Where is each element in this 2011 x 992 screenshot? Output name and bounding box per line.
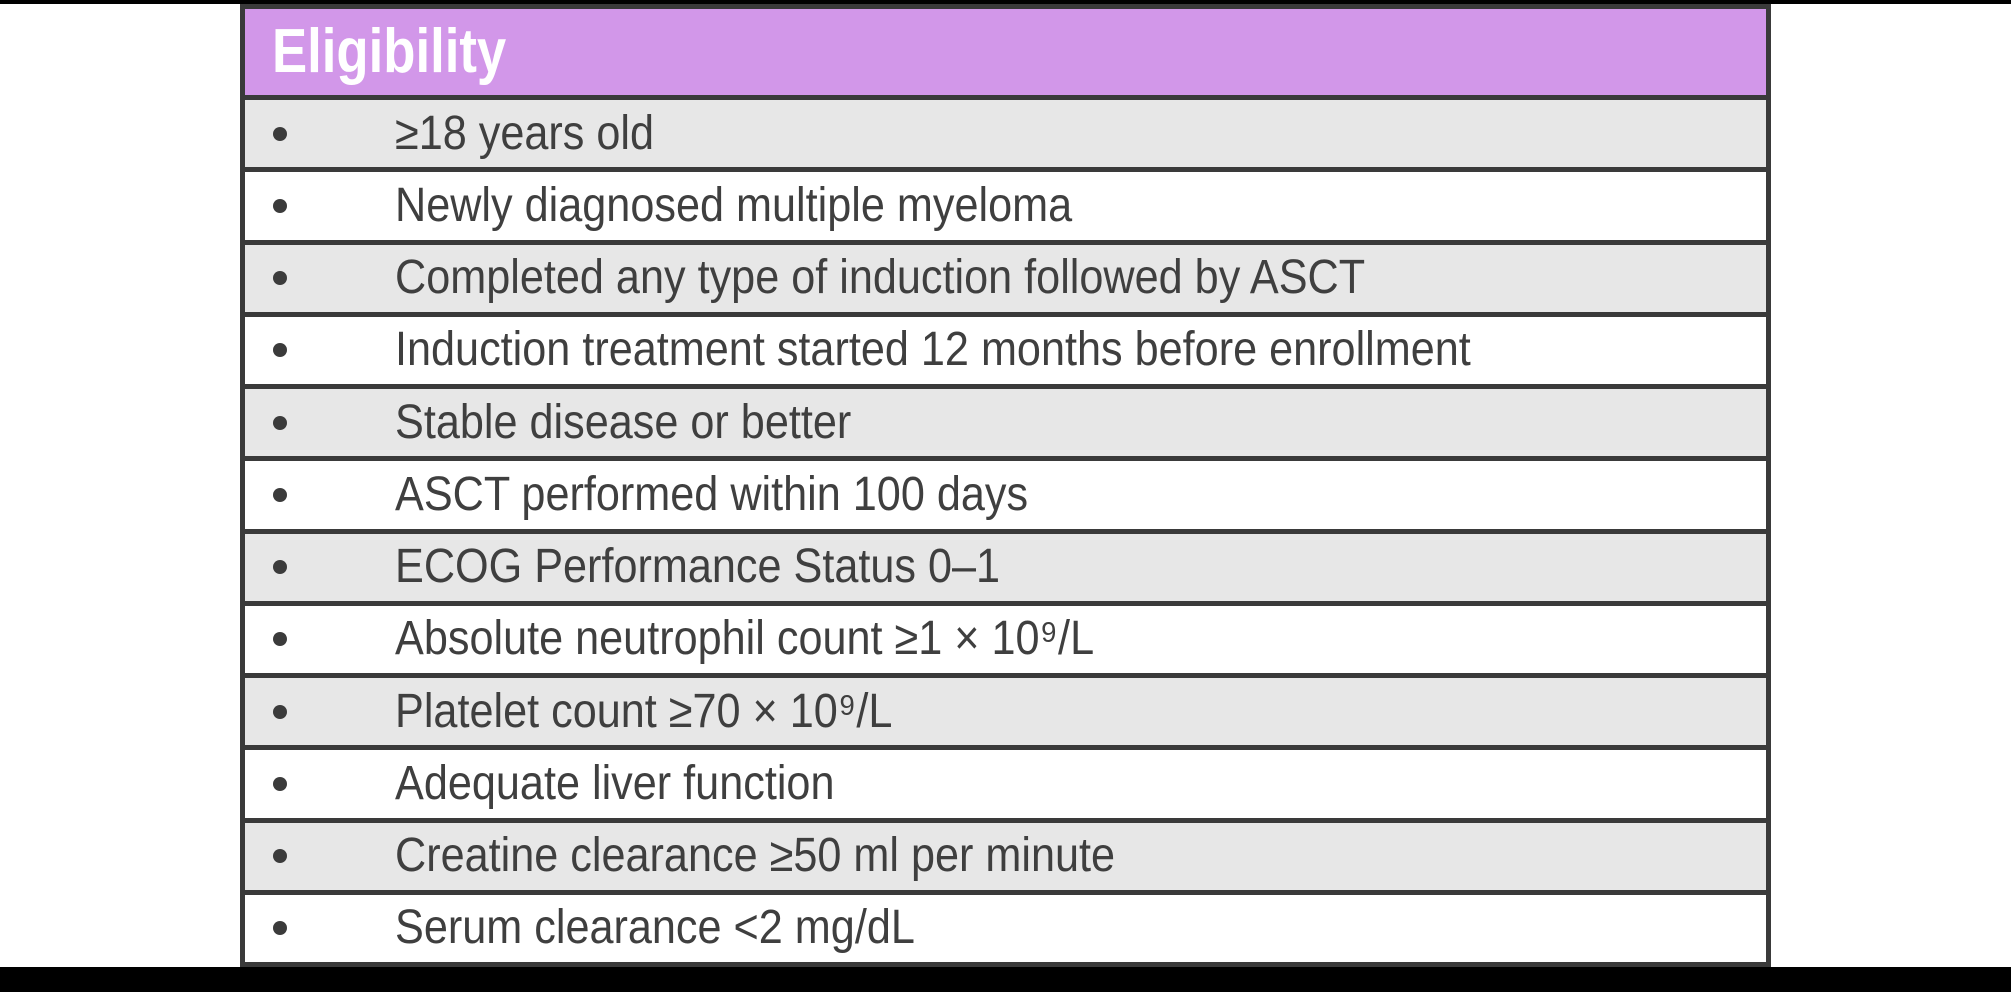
table-row: ≥18 years old bbox=[245, 95, 1766, 168]
bullet-icon bbox=[273, 343, 287, 358]
table-row: Creatine clearance ≥50 ml per minute bbox=[245, 817, 1766, 890]
row-label: Platelet count ≥70 × 10⁹/L bbox=[395, 684, 893, 738]
table-row: ECOG Performance Status 0–1 bbox=[245, 528, 1766, 601]
table-row: Adequate liver function bbox=[245, 745, 1766, 818]
row-label: Creatine clearance ≥50 ml per minute bbox=[395, 829, 1116, 883]
bullet-icon bbox=[273, 487, 287, 502]
table-row: Absolute neutrophil count ≥1 × 10⁹/L bbox=[245, 600, 1766, 673]
row-label: Serum clearance <2 mg/dL bbox=[395, 901, 915, 955]
bullet-icon bbox=[273, 560, 287, 575]
row-label: Adequate liver function bbox=[395, 756, 835, 810]
row-label: ECOG Performance Status 0–1 bbox=[395, 540, 1001, 594]
row-label: Stable disease or better bbox=[395, 395, 852, 449]
row-label: ASCT performed within 100 days bbox=[395, 467, 1029, 521]
row-label: Newly diagnosed multiple myeloma bbox=[395, 178, 1073, 232]
top-border-strip bbox=[0, 0, 2011, 4]
table-title: Eligibility bbox=[272, 17, 507, 86]
bottom-border-bar bbox=[0, 967, 2011, 992]
table-row: Serum clearance <2 mg/dL bbox=[245, 889, 1766, 962]
table-header: Eligibility bbox=[245, 9, 1766, 95]
table-body: ≥18 years old Newly diagnosed multiple m… bbox=[245, 95, 1766, 962]
table-row: Newly diagnosed multiple myeloma bbox=[245, 167, 1766, 240]
bullet-icon bbox=[273, 198, 287, 213]
table-row: Stable disease or better bbox=[245, 384, 1766, 457]
bullet-icon bbox=[273, 632, 287, 647]
bullet-icon bbox=[273, 849, 287, 864]
bullet-icon bbox=[273, 415, 287, 430]
row-label: ≥18 years old bbox=[395, 106, 655, 160]
table-row: ASCT performed within 100 days bbox=[245, 456, 1766, 529]
table-row: Platelet count ≥70 × 10⁹/L bbox=[245, 673, 1766, 746]
bullet-icon bbox=[273, 126, 287, 141]
bullet-icon bbox=[273, 271, 287, 286]
row-label: Completed any type of induction followed… bbox=[395, 251, 1366, 305]
bullet-icon bbox=[273, 776, 287, 791]
bullet-icon bbox=[273, 704, 287, 719]
table-row: Induction treatment started 12 months be… bbox=[245, 311, 1766, 384]
bullet-icon bbox=[273, 921, 287, 936]
row-label: Induction treatment started 12 months be… bbox=[395, 323, 1471, 377]
row-label: Absolute neutrophil count ≥1 × 10⁹/L bbox=[395, 612, 1095, 666]
eligibility-table: Eligibility ≥18 years old Newly diagnose… bbox=[240, 4, 1771, 967]
table-row: Completed any type of induction followed… bbox=[245, 239, 1766, 312]
